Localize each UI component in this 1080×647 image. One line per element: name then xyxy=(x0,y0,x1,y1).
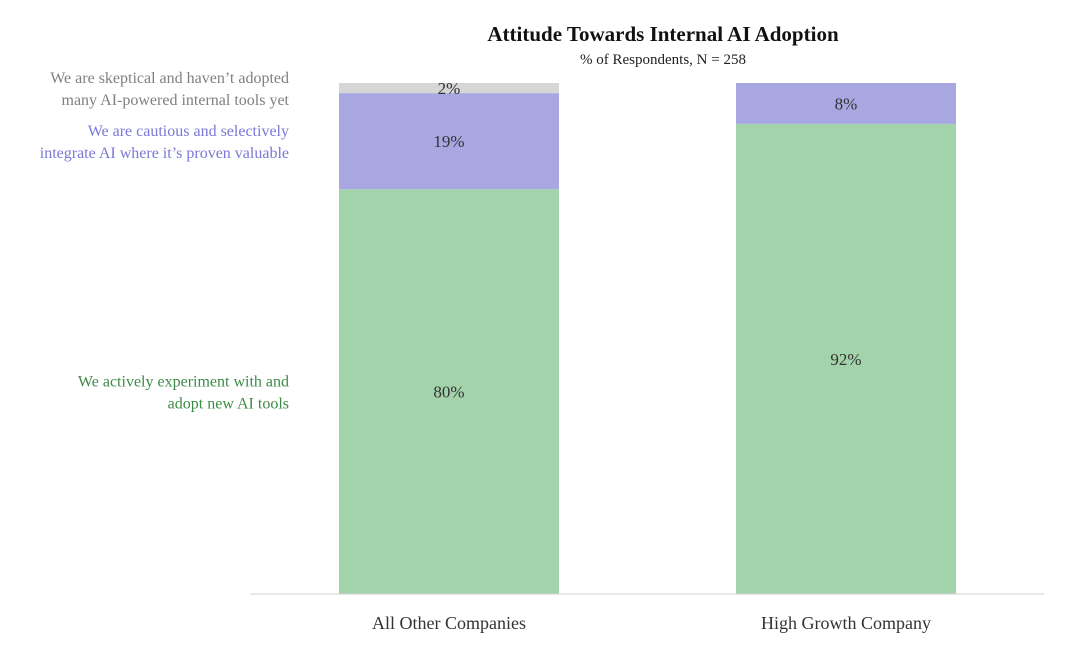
legend-label: We actively experiment with and xyxy=(78,374,289,391)
bars-group: 80% 19% 2% 92% 8% xyxy=(339,79,956,594)
x-tick-label: All Other Companies xyxy=(372,613,526,633)
data-label: 19% xyxy=(433,132,464,151)
legend-label: We are cautious and selectively xyxy=(88,123,289,140)
legend-label: many AI-powered internal tools yet xyxy=(62,92,290,109)
bar-segment xyxy=(736,123,956,594)
legend-label: We are skeptical and haven’t adopted xyxy=(50,70,289,87)
legend-label: integrate AI where it’s proven valuable xyxy=(40,145,289,162)
legend-label: adopt new AI tools xyxy=(168,396,289,413)
data-label: 2% xyxy=(438,79,461,98)
x-tick-group: All Other Companies High Growth Company xyxy=(372,613,931,633)
chart-title: Attitude Towards Internal AI Adoption xyxy=(487,22,839,46)
bar-segment xyxy=(736,83,956,124)
x-tick-label: High Growth Company xyxy=(761,613,931,633)
bar-segment xyxy=(339,83,559,94)
data-label: 8% xyxy=(835,94,858,113)
bar-segment xyxy=(339,189,559,594)
data-label: 92% xyxy=(830,350,861,369)
bar-segment xyxy=(339,93,559,190)
data-label: 80% xyxy=(433,383,464,402)
legend-group: We actively experiment with and adopt new… xyxy=(40,70,290,413)
chart-subtitle: % of Respondents, N = 258 xyxy=(580,52,746,68)
